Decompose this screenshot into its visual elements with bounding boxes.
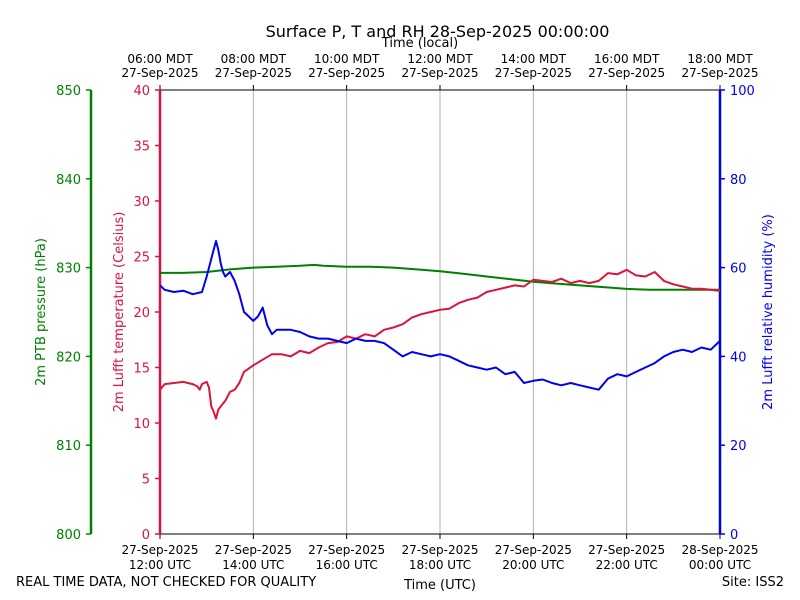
x-tick-label-date: 27-Sep-2025	[215, 543, 292, 557]
humidity-tick-label: 0	[730, 528, 738, 543]
temperature-tick-label: 10	[133, 417, 150, 432]
x2-tick-label-time: 18:00 MDT	[687, 52, 753, 66]
humidity-tick-label: 100	[730, 84, 755, 99]
x-tick-label-time: 20:00 UTC	[502, 558, 564, 572]
temperature-tick-label: 30	[133, 195, 150, 210]
x2-tick-label-date: 27-Sep-2025	[121, 66, 198, 80]
x-tick-label-time: 14:00 UTC	[222, 558, 284, 572]
site-label: Site: ISS2	[721, 575, 784, 590]
temperature-tick-label: 5	[142, 473, 150, 488]
humidity-axis-label: 2m Lufft relative humidity (%)	[761, 214, 776, 410]
temperature-series-line	[159, 268, 721, 420]
pressure-tick-label: 820	[56, 350, 81, 365]
x2-tick-label-date: 27-Sep-2025	[495, 66, 572, 80]
x-tick-label-time: 16:00 UTC	[316, 558, 378, 572]
x-tick-label-date: 27-Sep-2025	[495, 543, 572, 557]
x2-tick-label-time: 10:00 MDT	[314, 52, 380, 66]
x-tick-label-date: 28-Sep-2025	[681, 543, 758, 557]
x2-tick-label-time: 14:00 MDT	[501, 52, 567, 66]
temperature-tick-label: 0	[142, 528, 150, 543]
x-tick-label-date: 27-Sep-2025	[121, 543, 198, 557]
pressure-tick-label: 830	[56, 262, 81, 277]
x2-tick-label-date: 27-Sep-2025	[308, 66, 385, 80]
x2-tick-label-date: 27-Sep-2025	[401, 66, 478, 80]
x-tick-label-date: 27-Sep-2025	[588, 543, 665, 557]
x2-tick-label-date: 27-Sep-2025	[681, 66, 758, 80]
chart-title: Surface P, T and RH 28-Sep-2025 00:00:00	[265, 22, 610, 41]
quality-notice: REAL TIME DATA, NOT CHECKED FOR QUALITY	[16, 575, 317, 590]
x2-tick-label-date: 27-Sep-2025	[215, 66, 292, 80]
pressure-tick-label: 800	[56, 528, 81, 543]
temperature-tick-label: 40	[133, 84, 150, 99]
humidity-tick-label: 40	[730, 350, 747, 365]
temperature-axis-label: 2m Lufft temperature (Celsius)	[112, 212, 127, 413]
x2-tick-label-time: 12:00 MDT	[407, 52, 473, 66]
temperature-tick-label: 20	[133, 306, 150, 321]
x-tick-label-date: 27-Sep-2025	[308, 543, 385, 557]
x2-tick-label-time: 08:00 MDT	[221, 52, 287, 66]
x2-tick-label-time: 16:00 MDT	[594, 52, 660, 66]
pressure-tick-label: 810	[56, 439, 81, 454]
temperature-tick-label: 35	[133, 140, 150, 155]
pressure-tick-label: 850	[56, 84, 81, 99]
temperature-tick-label: 15	[133, 362, 150, 377]
x-tick-label-time: 18:00 UTC	[409, 558, 471, 572]
pressure-tick-label: 840	[56, 173, 81, 188]
x2-axis-label: Time (local)	[381, 36, 458, 51]
temperature-tick-label: 25	[133, 251, 150, 266]
humidity-tick-label: 20	[730, 439, 747, 454]
humidity-tick-label: 80	[730, 173, 747, 188]
x-tick-label-time: 12:00 UTC	[129, 558, 191, 572]
humidity-tick-label: 60	[730, 262, 747, 277]
pressure-axis-label: 2m PTB pressure (hPa)	[34, 238, 49, 386]
x-axis-label: Time (UTC)	[403, 578, 476, 593]
x-tick-label-date: 27-Sep-2025	[401, 543, 478, 557]
humidity-series-line	[159, 240, 721, 391]
x2-tick-label-time: 06:00 MDT	[127, 52, 193, 66]
x-tick-label-time: 00:00 UTC	[689, 558, 751, 572]
pressure-series-line	[160, 263, 720, 291]
x2-tick-label-date: 27-Sep-2025	[588, 66, 665, 80]
x-tick-label-time: 22:00 UTC	[596, 558, 658, 572]
